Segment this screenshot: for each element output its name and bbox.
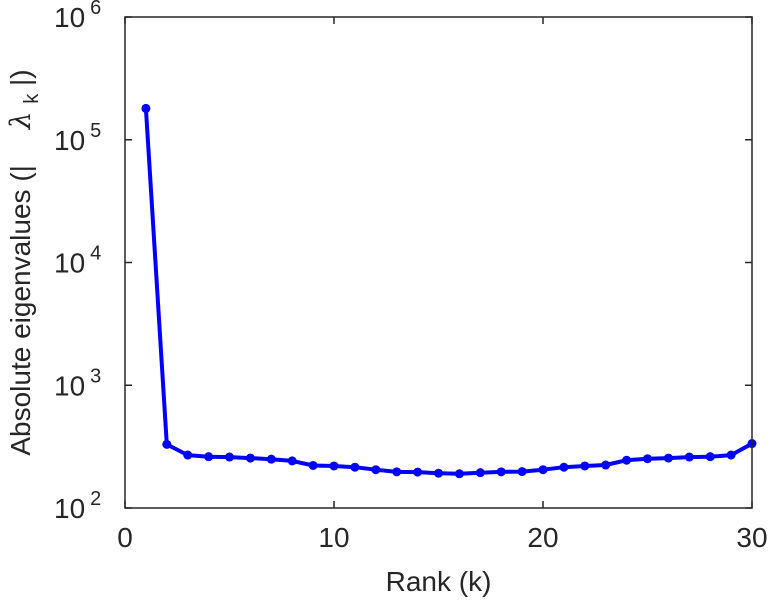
- data-point: [454, 469, 464, 479]
- data-point: [726, 450, 736, 460]
- data-point: [225, 452, 234, 462]
- data-point: [371, 465, 381, 475]
- y-tick-label: 10 3: [54, 365, 101, 401]
- data-point: [183, 450, 193, 460]
- data-point: [413, 467, 423, 477]
- axes-box: [124, 16, 753, 509]
- x-tick-label: 0: [117, 522, 133, 553]
- data-point: [434, 468, 443, 478]
- data-point: [475, 468, 485, 478]
- data-point: [204, 452, 214, 462]
- data-point: [705, 452, 715, 462]
- data-point: [287, 456, 297, 466]
- y-axis-label: Absolute eigenvalues (| λ k |): [4, 69, 44, 455]
- x-tick-label: 20: [527, 522, 558, 553]
- y-tick-label: 10 5: [54, 120, 101, 156]
- data-point: [559, 462, 569, 472]
- y-tick-label: 10 6: [54, 0, 101, 33]
- x-tick-label: 30: [736, 522, 767, 553]
- data-point: [245, 453, 255, 463]
- ticks-layer: [124, 16, 753, 509]
- data-point: [329, 461, 339, 471]
- y-axis-label-suffix: |): [5, 69, 36, 86]
- y-axis-label-prefix: Absolute eigenvalues (|: [5, 165, 36, 456]
- data-point: [392, 467, 402, 477]
- data-point: [266, 454, 276, 464]
- data-point: [496, 467, 506, 477]
- data-point: [601, 460, 611, 470]
- y-tick-label: 10 2: [54, 488, 101, 524]
- data-point: [663, 453, 673, 463]
- y-axis-label-symbol: λ: [4, 112, 37, 131]
- data-point: [538, 465, 548, 475]
- data-point: [141, 103, 151, 113]
- series-line: [143, 108, 753, 476]
- series-layer: [141, 103, 757, 479]
- data-point: [580, 461, 590, 471]
- data-point: [622, 455, 632, 465]
- x-tick-label: 10: [318, 522, 349, 553]
- x-axis-label: Rank (k): [386, 566, 492, 597]
- y-axis-label-subscript: k: [21, 93, 43, 104]
- data-point: [162, 439, 172, 449]
- data-point: [684, 452, 694, 462]
- y-tick-label: 10 4: [54, 243, 101, 279]
- data-point: [517, 467, 527, 477]
- data-point: [643, 454, 652, 464]
- data-point: [308, 460, 318, 470]
- data-point: [350, 462, 360, 472]
